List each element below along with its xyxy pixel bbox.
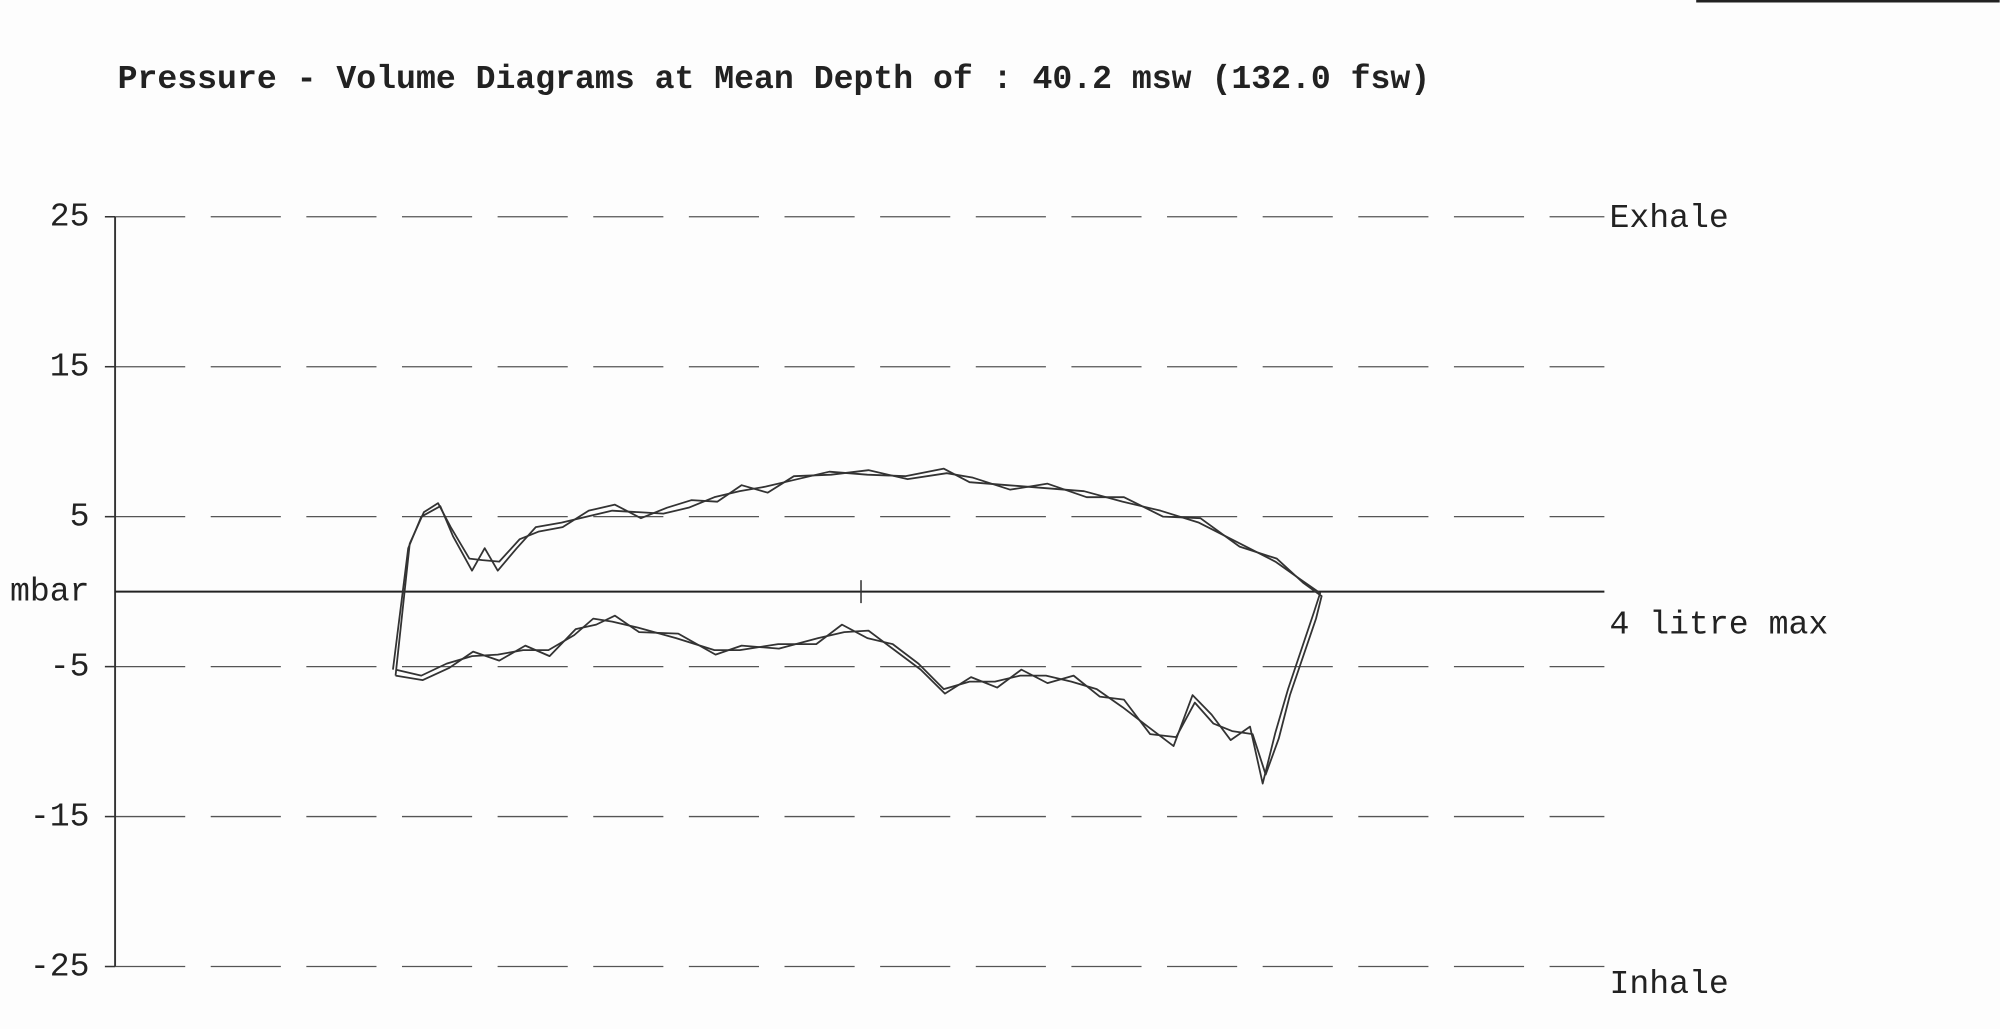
y-tick-label: 5 bbox=[70, 497, 90, 535]
annotation: Exhale bbox=[1609, 199, 1728, 237]
annotation: Inhale bbox=[1609, 965, 1728, 1003]
annotation: 4 litre max bbox=[1609, 606, 1828, 644]
y-tick-label: -15 bbox=[30, 797, 90, 835]
y-tick-label: -25 bbox=[30, 947, 90, 985]
pressure-volume-trace bbox=[392, 467, 1322, 785]
chart-title: Pressure - Volume Diagrams at Mean Depth… bbox=[118, 60, 1431, 98]
y-tick-label: 25 bbox=[50, 198, 90, 236]
y-tick-label: 15 bbox=[50, 347, 90, 385]
pressure-volume-trace bbox=[394, 469, 1323, 776]
y-axis-label: mbar bbox=[10, 572, 90, 610]
y-tick-label: -5 bbox=[50, 647, 90, 685]
